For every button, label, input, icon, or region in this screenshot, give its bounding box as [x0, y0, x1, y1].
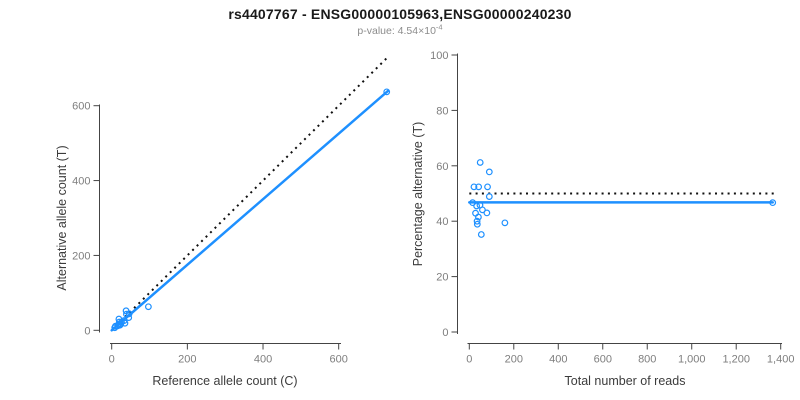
right-data-point — [473, 220, 481, 228]
left-y-tick-label: 600 — [72, 101, 90, 113]
right-data-point — [469, 199, 477, 207]
pvalue-text: p-value: 4.54×10 — [357, 25, 436, 37]
left-fit-line — [110, 89, 390, 332]
plot-title: rs4407767 - ENSG00000105963,ENSG00000240… — [228, 6, 572, 22]
right-x-tick-label: 1,400 — [767, 354, 795, 366]
plot-subtitle: p-value: 4.54×10-4 — [0, 22, 800, 37]
right-data-point — [769, 199, 777, 207]
right-data-point — [473, 202, 481, 210]
right-x-tick-label: 200 — [505, 354, 523, 366]
left-x-tick-label: 400 — [254, 354, 272, 366]
right-data-point — [472, 209, 479, 217]
right-y-tick-label: 40 — [436, 216, 448, 228]
right-data-point — [477, 231, 485, 238]
left-x-tick-label: 200 — [178, 354, 196, 366]
left-y-axis-title: Alternative allele count (T) — [55, 145, 69, 290]
left-y-tick-label: 400 — [72, 176, 90, 188]
left-data-point — [125, 314, 133, 321]
right-x-tick-label: 400 — [549, 354, 567, 366]
right-data-point — [485, 193, 493, 200]
right-y-tick-label: 60 — [436, 161, 448, 173]
left-x-tick-label: 600 — [330, 354, 348, 366]
left-x-axis-title: Reference allele count (C) — [152, 374, 297, 388]
left-data-point — [125, 310, 133, 318]
left-data-point — [383, 88, 391, 96]
left-reference-dotted-line — [110, 57, 388, 332]
right-data-point — [470, 183, 478, 191]
left-data-point — [144, 303, 152, 311]
right-data-point — [479, 206, 486, 214]
right-data-point — [485, 168, 493, 176]
right-y-tick-label: 80 — [436, 105, 448, 117]
left-x-tick-label: 0 — [109, 354, 115, 366]
left-y-tick-label: 200 — [72, 250, 90, 262]
pvalue-exponent: -4 — [435, 22, 443, 32]
left-data-point — [121, 319, 129, 327]
right-y-tick-label: 0 — [442, 327, 448, 339]
right-x-tick-label: 600 — [594, 354, 612, 366]
right-data-point — [475, 183, 483, 191]
right-data-point — [484, 183, 491, 191]
right-data-point — [483, 209, 491, 217]
right-y-axis-title: Percentage alternative (T) — [411, 122, 425, 267]
left-y-tick-label: 0 — [84, 325, 90, 337]
right-data-point — [501, 219, 509, 227]
right-x-axis-title: Total number of reads — [565, 374, 686, 388]
right-y-tick-label: 100 — [430, 50, 448, 62]
right-data-point — [473, 217, 481, 225]
right-x-tick-label: 1,000 — [678, 354, 706, 366]
right-x-tick-label: 0 — [466, 354, 472, 366]
right-data-point — [476, 159, 484, 166]
right-y-tick-label: 20 — [436, 272, 448, 284]
right-x-tick-label: 1,200 — [722, 354, 750, 366]
right-x-tick-label: 800 — [638, 354, 656, 366]
right-data-point — [475, 213, 482, 221]
